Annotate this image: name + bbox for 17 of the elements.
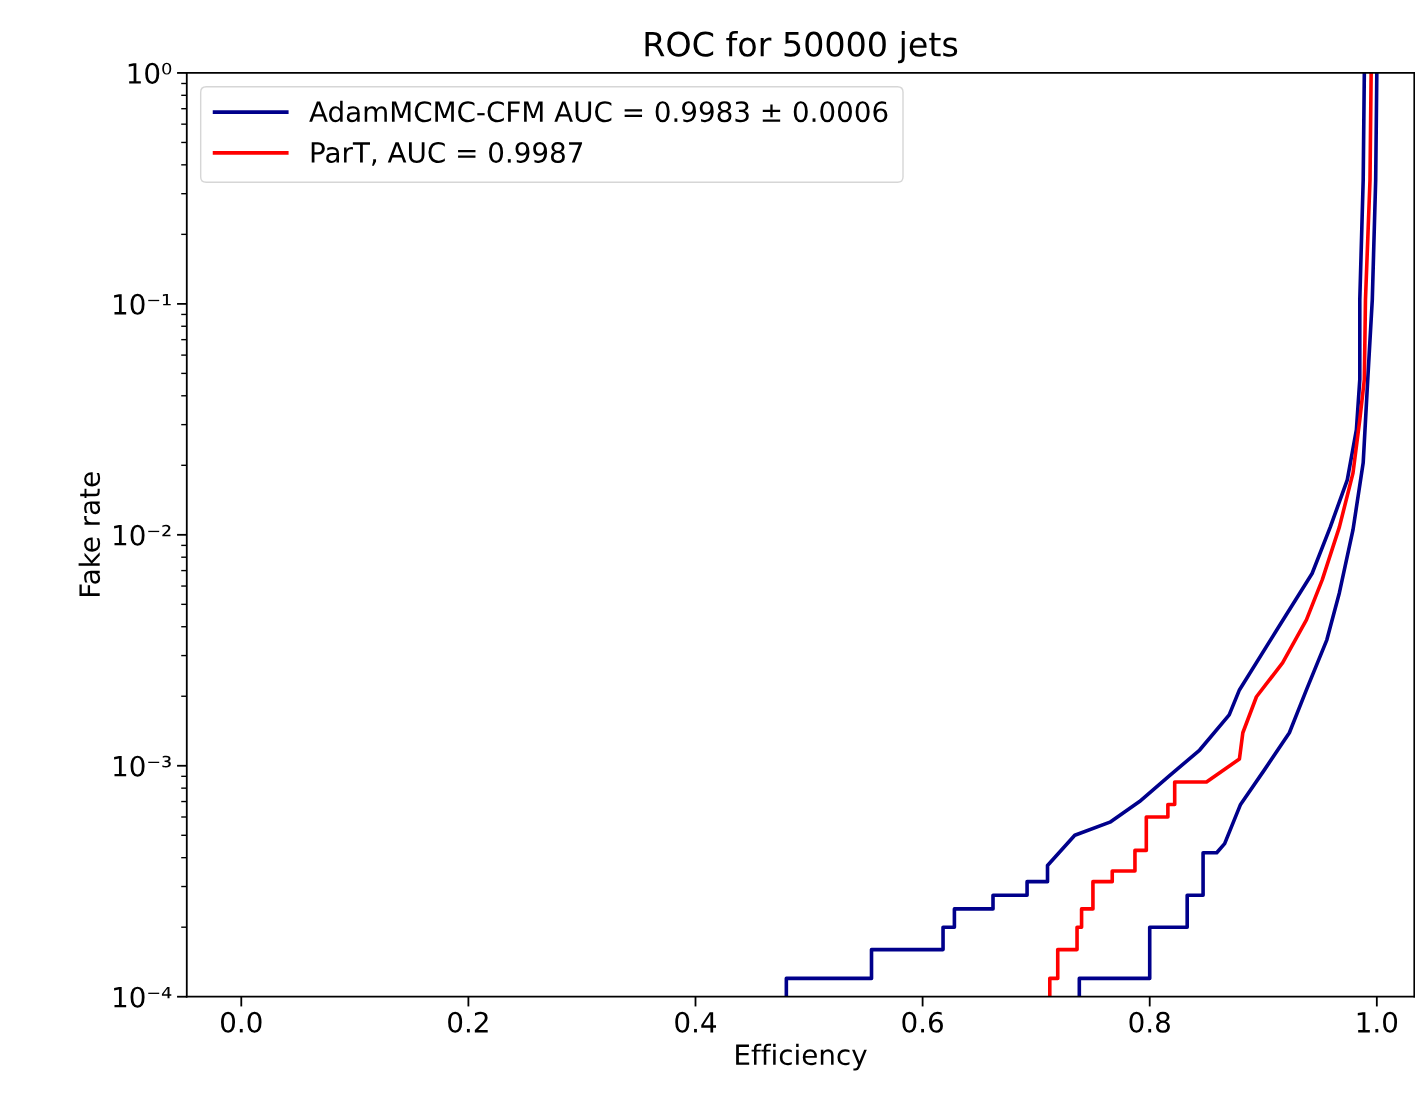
- x-tick-label: 0.8: [1129, 1011, 1170, 1033]
- line-series: [784, 72, 1367, 997]
- y-tick-label: 10⁻³: [114, 755, 171, 777]
- legend-label: AdamMCMC-CFM AUC = 0.9983 ± 0.0006: [309, 100, 888, 123]
- x-tick-label: 0.6: [902, 1011, 943, 1033]
- y-axis-title: Fake rate: [78, 472, 101, 597]
- x-tick-label: 0.0: [221, 1011, 262, 1033]
- legend-label: ParT, AUC = 0.9987: [311, 141, 583, 166]
- y-tick-label: 10⁻¹: [114, 293, 171, 315]
- y-tick-label: 10⁰: [128, 62, 172, 84]
- x-tick-label: 1.0: [1357, 1011, 1398, 1033]
- y-tick-label: 10⁻²: [114, 524, 171, 546]
- y-tick-label: 10⁻⁴: [114, 986, 172, 1008]
- chart-title: ROC for 50000 jets: [645, 30, 958, 64]
- x-tick-label: 0.2: [448, 1011, 488, 1033]
- x-tick-label: 0.4: [675, 1011, 717, 1033]
- x-axis-title: Efficiency: [736, 1043, 867, 1071]
